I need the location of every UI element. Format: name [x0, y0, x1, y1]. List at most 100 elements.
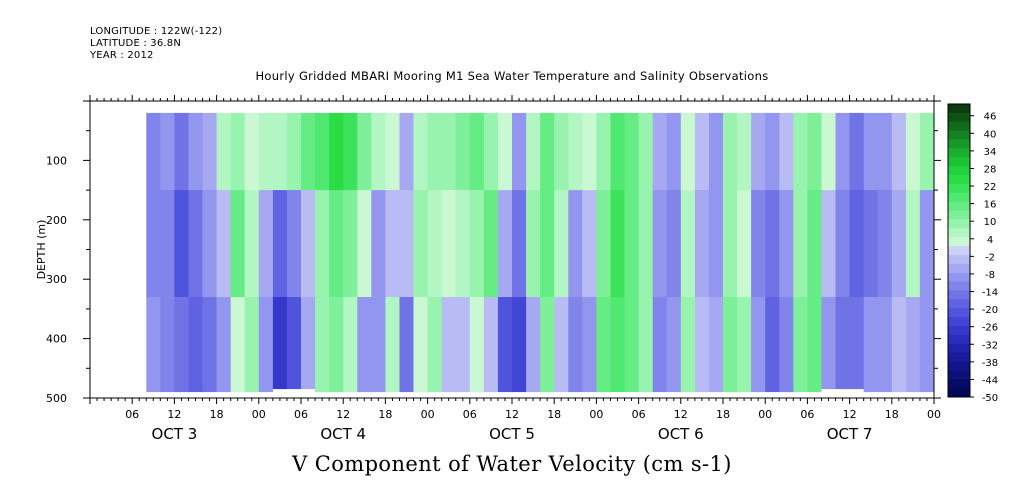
heatmap-cell — [680, 389, 696, 393]
heatmap-cell — [849, 297, 865, 390]
colorbar-label: 28 — [984, 164, 997, 175]
heatmap-cell — [835, 190, 851, 298]
heatmap-cell — [568, 389, 583, 393]
heatmap-cell — [751, 190, 766, 298]
y-tick-label: 100 — [46, 154, 67, 167]
heatmap-cell — [315, 190, 330, 298]
colorbar-swatch — [948, 352, 970, 362]
heatmap-cell — [708, 297, 724, 390]
heatmap-cell — [835, 112, 851, 191]
x-tick-label: 12 — [336, 408, 350, 421]
x-tick-label: 06 — [800, 408, 814, 421]
x-day-label: OCT 3 — [152, 425, 198, 443]
heatmap-cell — [877, 190, 893, 298]
heatmap-cell — [765, 389, 780, 393]
heatmap-cell — [188, 389, 204, 393]
colorbar-swatch — [948, 112, 970, 123]
heatmap-cell — [455, 190, 471, 298]
heatmap-cell — [919, 112, 934, 191]
heatmap-cell — [497, 112, 513, 191]
heatmap-cell — [244, 190, 260, 298]
heatmap-cell — [188, 112, 204, 191]
heatmap-cell — [427, 190, 443, 298]
heatmap-cell — [877, 389, 893, 393]
heatmap-cell — [244, 297, 260, 390]
x-tick-label: 06 — [632, 408, 646, 421]
heatmap-cell — [512, 389, 527, 393]
heatmap-cell — [512, 297, 527, 390]
heatmap-cell — [413, 297, 429, 390]
heatmap-cell — [863, 190, 879, 298]
colorbar-swatch — [948, 175, 970, 185]
colorbar-swatch — [948, 210, 970, 220]
heatmap-cell — [160, 389, 175, 393]
heatmap-cell — [216, 190, 232, 298]
colorbar-label: 40 — [984, 129, 997, 140]
heatmap-cell — [286, 190, 302, 298]
heatmap-cell — [652, 389, 668, 393]
heatmap-cell — [286, 297, 302, 390]
heatmap-cell — [244, 112, 260, 191]
heatmap-cell — [329, 190, 344, 298]
heatmap-cell — [540, 297, 555, 390]
y-tick-label: 400 — [46, 333, 67, 346]
x-tick-label: 18 — [378, 408, 392, 421]
heatmap-cell — [512, 112, 527, 191]
heatmap-cell — [863, 112, 879, 191]
heatmap-cell — [596, 389, 612, 393]
y-tick-label: 200 — [46, 214, 67, 227]
colorbar: 46 40 34 28 22 16 10 4 -2 -8 -14 -20 -26 -32 -38 -44 -50 — [947, 103, 998, 404]
heatmap-cell — [469, 297, 485, 390]
colorbar-label: -8 — [985, 270, 995, 281]
colorbar-swatch — [948, 192, 970, 203]
heatmap-cell — [765, 112, 780, 191]
heatmap-cell — [708, 389, 724, 393]
heatmap-cell — [329, 297, 344, 390]
heatmap-cell — [596, 297, 612, 390]
heatmap-cell — [427, 112, 443, 191]
heatmap-cell — [568, 297, 583, 390]
heatmap-cell — [399, 112, 415, 191]
heatmap-cell — [357, 190, 372, 298]
heatmap-cells — [146, 112, 934, 393]
heatmap-cell — [919, 190, 934, 298]
heatmap-cell — [779, 297, 794, 390]
heatmap-cell — [540, 389, 555, 393]
colorbar-swatch — [948, 290, 970, 300]
colorbar-swatch — [948, 121, 970, 132]
x-tick-label: 06 — [125, 408, 139, 421]
colorbar-label: 16 — [984, 200, 997, 211]
colorbar-swatch — [948, 317, 970, 327]
latitude-label: LATITUDE : 36.8N — [90, 38, 182, 49]
colorbar-label: -14 — [982, 288, 998, 299]
missing-data-cell — [272, 389, 316, 398]
heatmap-cell — [469, 190, 485, 298]
heatmap-cell — [652, 297, 668, 390]
heatmap-cell — [301, 297, 316, 390]
colorbar-swatch — [948, 201, 970, 211]
heatmap-cell — [202, 389, 218, 393]
heatmap-cell — [371, 112, 386, 191]
heatmap-cell — [202, 297, 218, 390]
heatmap-cell — [174, 190, 190, 298]
heatmap-cell — [624, 112, 640, 191]
heatmap-cell — [554, 190, 569, 298]
heatmap-cell — [666, 112, 682, 191]
colorbar-swatch — [948, 272, 970, 282]
heatmap-cell — [582, 297, 597, 390]
heatmap-cell — [891, 389, 907, 393]
colorbar-swatch — [948, 254, 970, 265]
colorbar-swatch — [948, 139, 970, 149]
heatmap-cell — [694, 190, 710, 298]
x-tick-label: 00 — [927, 408, 941, 421]
heatmap-cell — [652, 190, 668, 298]
heatmap-cell — [554, 112, 569, 191]
heatmap-cell — [694, 112, 710, 191]
heatmap-cell — [863, 389, 879, 393]
heatmap-cell — [723, 190, 738, 298]
heatmap-cell — [160, 297, 175, 390]
heatmap-cell — [779, 190, 794, 298]
heatmap-cell — [526, 190, 541, 298]
heatmap-cell — [469, 389, 485, 393]
